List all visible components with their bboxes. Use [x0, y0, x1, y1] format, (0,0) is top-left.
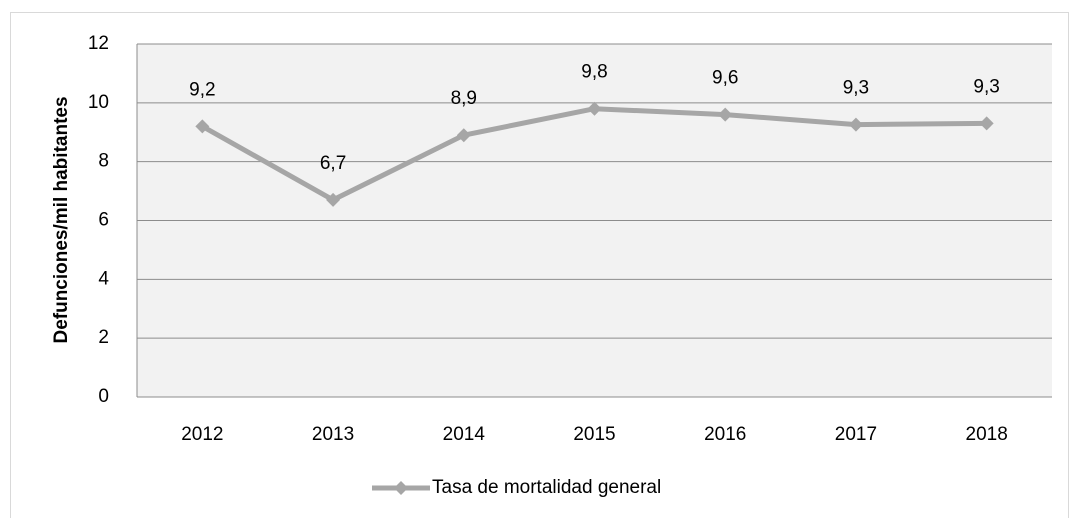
data-label: 8,9 [451, 88, 477, 109]
legend-marker [394, 481, 408, 495]
y-tick-label: 12 [88, 33, 109, 54]
x-tick-label: 2018 [966, 424, 1008, 445]
y-tick-label: 6 [98, 210, 109, 231]
x-tick-label: 2015 [573, 424, 615, 445]
y-tick-label: 2 [98, 327, 109, 348]
y-tick-label: 4 [98, 268, 109, 289]
data-label: 9,3 [843, 78, 869, 99]
data-label: 9,3 [973, 76, 999, 97]
x-tick-label: 2013 [312, 424, 354, 445]
x-tick-label: 2012 [181, 424, 223, 445]
data-label: 9,6 [712, 68, 738, 89]
x-tick-label: 2017 [835, 424, 877, 445]
point-marker [848, 117, 863, 132]
data-label: 9,2 [189, 79, 215, 100]
point-marker [718, 107, 733, 122]
y-axis-title: Defunciones/mil habitantes [51, 96, 72, 343]
y-tick-label: 0 [98, 386, 109, 407]
point-marker [456, 128, 471, 143]
legend-label: Tasa de mortalidad general [432, 477, 661, 498]
y-tick-label: 8 [98, 151, 109, 172]
data-label: 6,7 [320, 153, 346, 174]
x-tick-label: 2016 [704, 424, 746, 445]
y-tick-label: 10 [88, 92, 109, 113]
point-marker [979, 116, 994, 131]
x-tick-label: 2014 [443, 424, 486, 445]
point-marker [587, 101, 602, 116]
point-marker [326, 192, 341, 207]
point-marker [195, 119, 210, 134]
data-label: 9,8 [581, 62, 607, 83]
